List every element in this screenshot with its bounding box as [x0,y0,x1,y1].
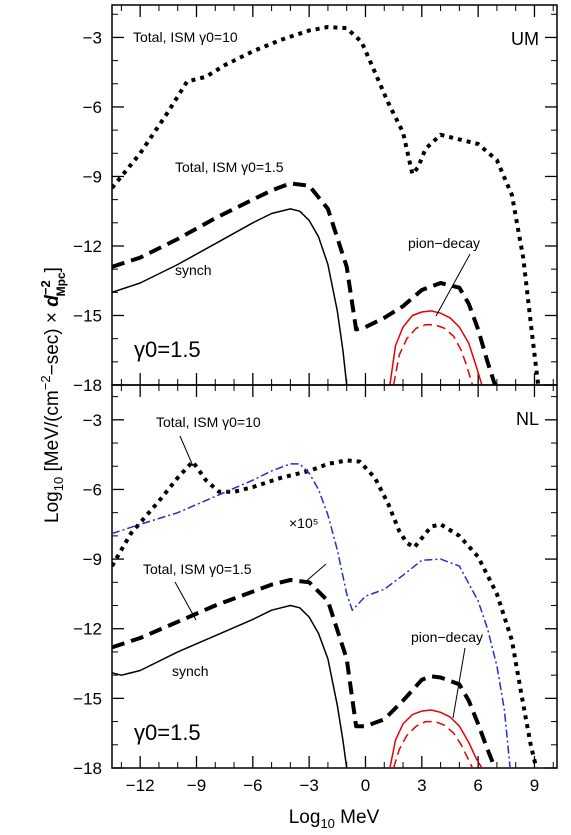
annotation-pion-decay: pion−decay [408,235,480,251]
x-tick-label: 3 [417,776,426,795]
series-pion_decay [389,709,483,768]
total10-leader-line [179,435,194,467]
series-pion_decay_2 [392,324,474,385]
x-axis-label: Log10 MeV [289,807,380,831]
annotation-total-gamma1-5: Total, ISM γ0=1.5 [143,561,252,577]
series-scaled_x1e5 [112,463,511,768]
annotation-scale: ×10⁵ [289,515,319,531]
y-tick-label: −15 [73,306,102,325]
gamma-label: γ0=1.5 [134,337,201,362]
y-tick-label: −18 [73,376,102,395]
panel-nl: −18 −15 −12 −9 −6 −3 −12 −9 −6 −3 0 3 6 9 NL γ0=1.5 Tota… [73,384,558,795]
series-total_gamma1_5 [112,181,497,385]
series-total_gamma10 [112,25,541,385]
y-tick-label: −12 [73,237,102,256]
plot-frame [111,384,558,769]
y-tick-label: −3 [83,411,102,430]
annotation-total-gamma10: Total, ISM γ0=10 [156,414,261,430]
x-tick-label: −3 [299,776,318,795]
annotation-pion-decay: pion−decay [411,629,483,645]
annotation-total-gamma10: Total, ISM γ0=10 [133,29,238,45]
y-tick-label: −6 [83,98,102,117]
annotation-synch: synch [175,262,212,278]
y-tick-label: −9 [83,167,102,186]
pion-leader-line [435,253,471,317]
total15-leader-line-left [174,581,197,621]
y-tick-label: −15 [73,689,102,708]
x-tick-label: 6 [473,776,482,795]
y-tick-label: −12 [73,620,102,639]
y-tick-label: −9 [83,550,102,569]
series-synch [112,604,348,768]
y-tick-label: −6 [83,480,102,499]
panel-um: −18 −15 −12 −9 −6 −3 UM γ0=1.5 Total, ISM γ0=10 T… [73,4,558,395]
y-axis-label: Log10 [MeV/(cm−2−sec) × d−2Mpc] [38,267,68,523]
y-tick-label: −18 [73,759,102,778]
annotation-synch: synch [172,663,209,679]
y-label-log: Log [42,491,63,523]
x-tick-label: −9 [187,776,206,795]
x-tick-label: 0 [361,776,370,795]
series-pion_decay [389,310,483,385]
pion-leader-line [452,647,466,719]
y-tick-label: −3 [83,28,102,47]
plot-frame [111,4,558,386]
x-tick-label: 9 [530,776,539,795]
total15-leader-line-right [303,563,327,584]
x-tick-label: −6 [243,776,262,795]
y-label-sub: 10 [51,477,66,491]
series-total_gamma1_5 [112,578,497,768]
x-tick-label: −12 [126,776,155,795]
panel-tag: NL [516,409,539,429]
panel-tag: UM [511,29,539,49]
series-total_gamma10 [112,458,539,768]
series-pion_decay_2 [392,720,474,768]
series-synch [112,208,348,385]
annotation-total-gamma1-5: Total, ISM γ0=1.5 [175,159,284,175]
gamma-label: γ0=1.5 [134,720,201,745]
